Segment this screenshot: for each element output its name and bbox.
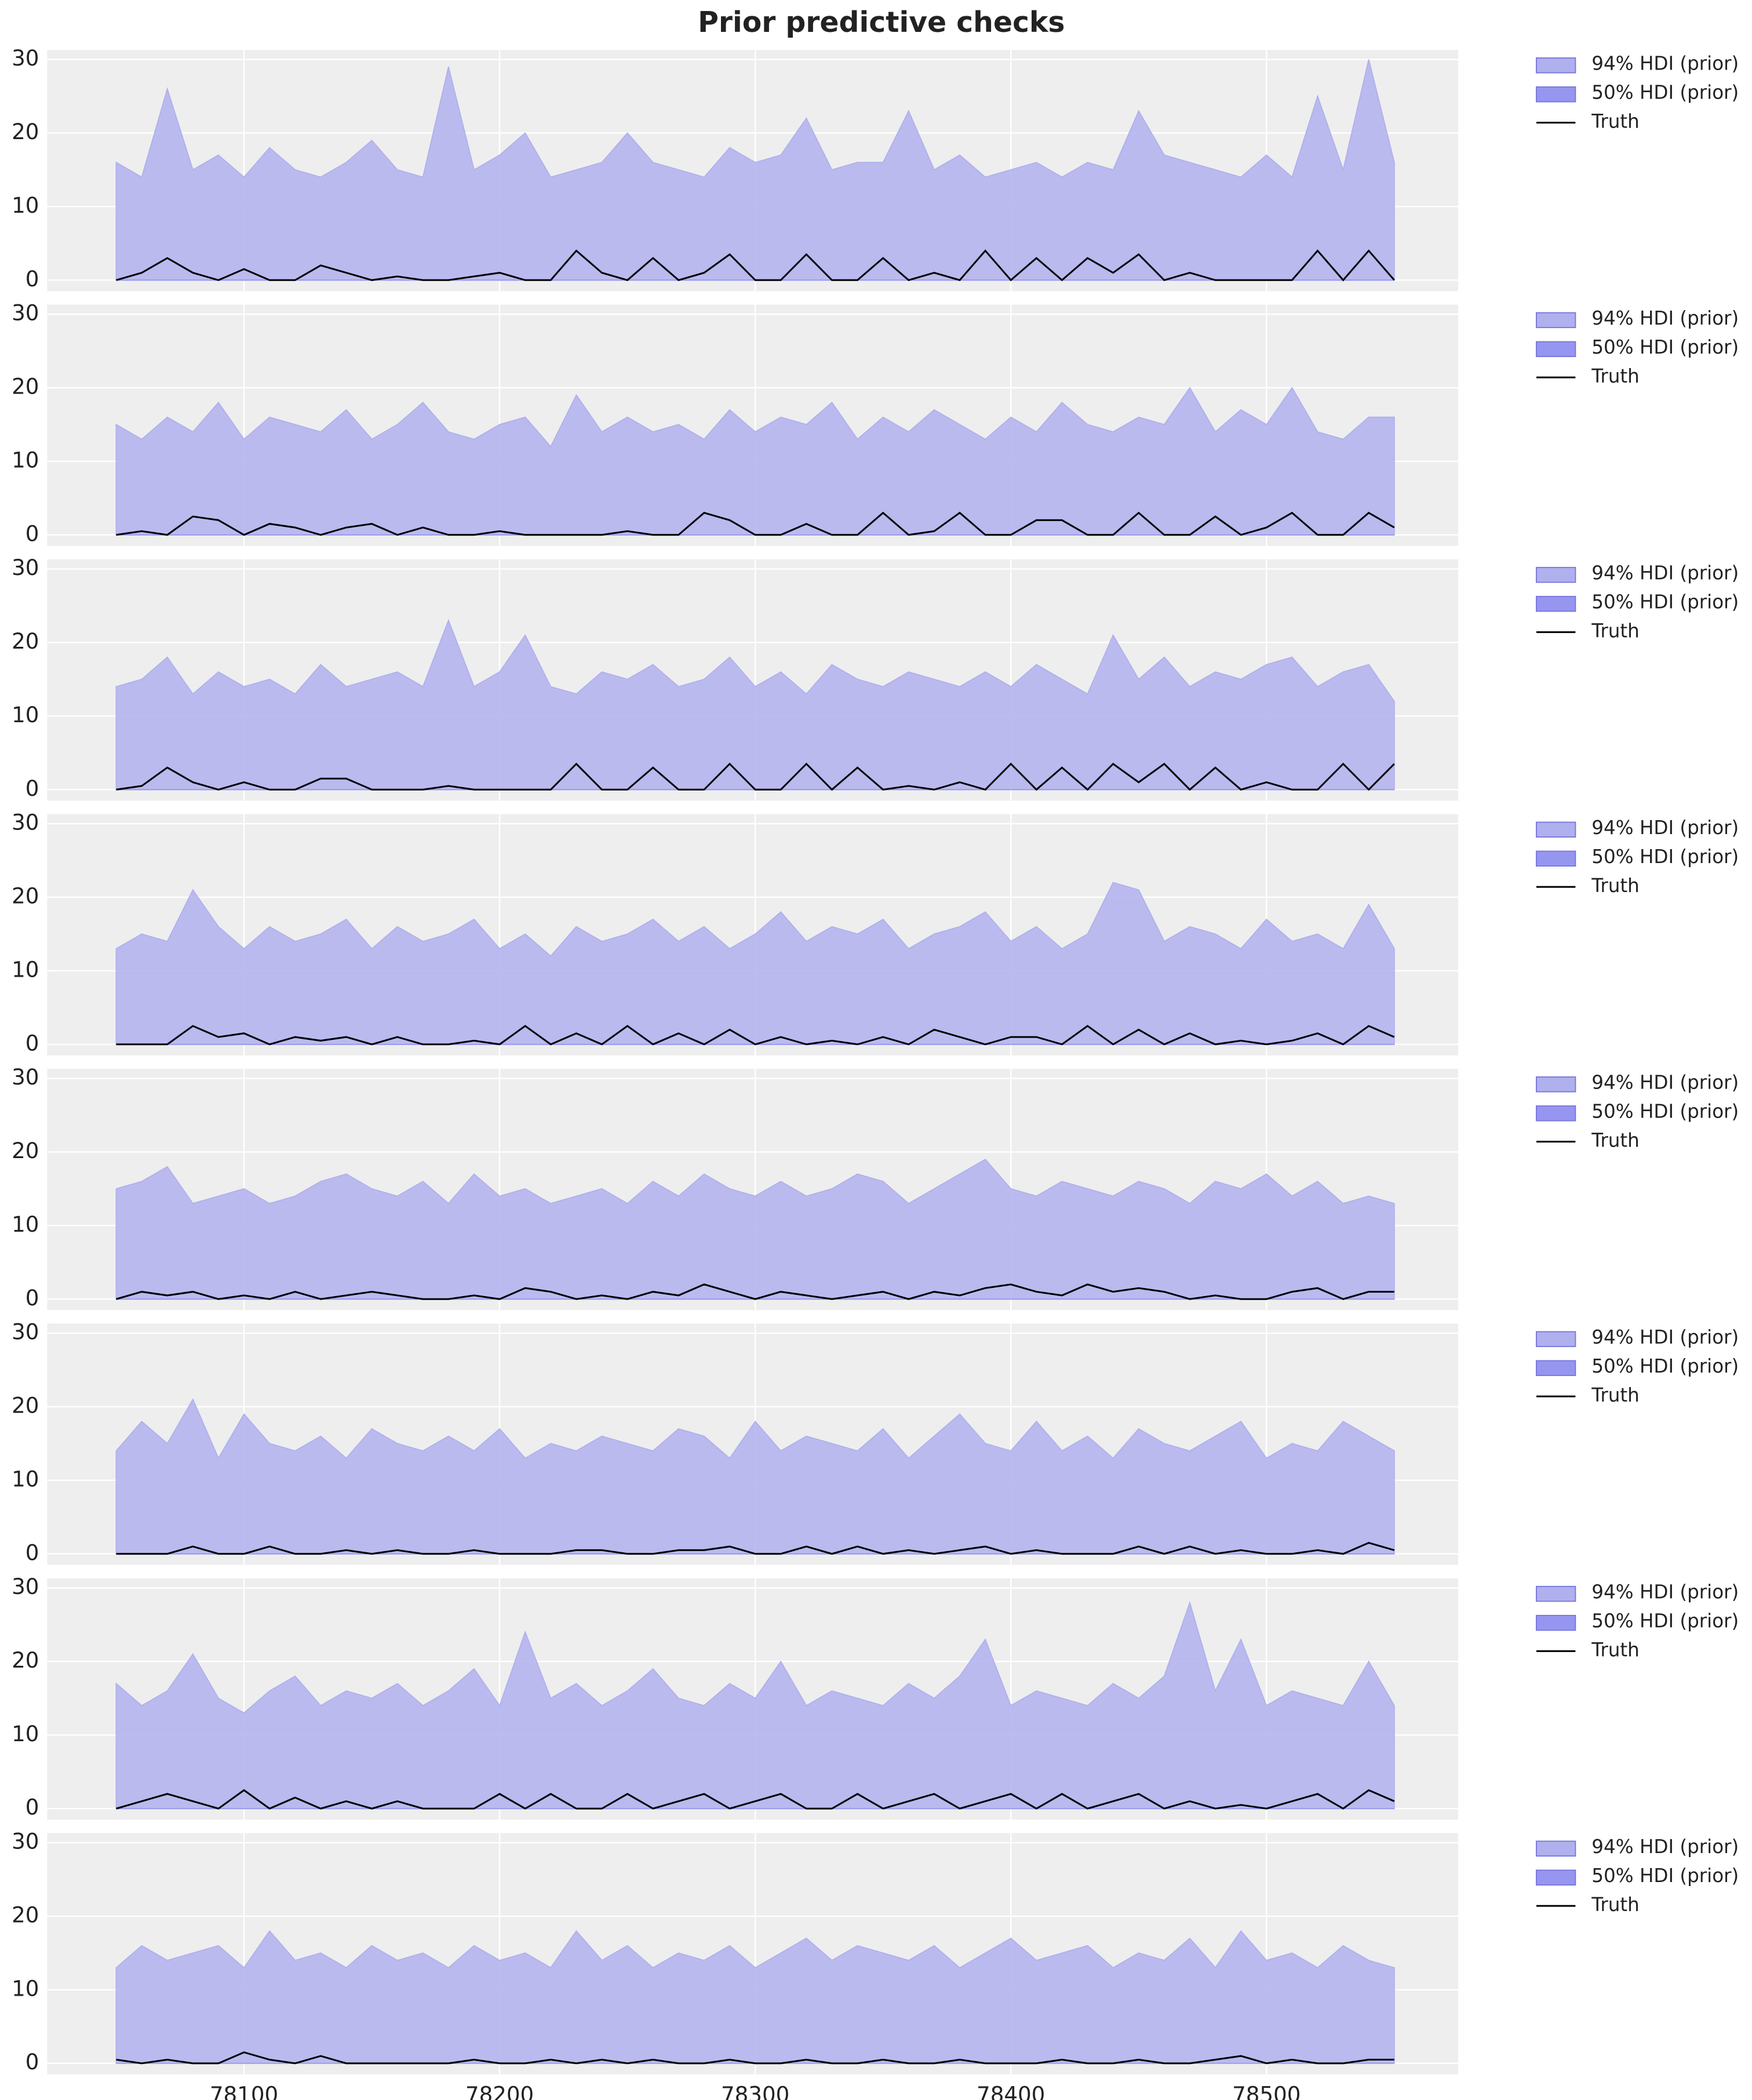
y-tick-label: 10 (12, 956, 39, 982)
legend-label: 50% HDI (prior) (1591, 1865, 1739, 1887)
legend-swatch (1536, 1360, 1576, 1377)
legend-swatch (1536, 57, 1576, 74)
legend-label: 50% HDI (prior) (1591, 336, 1739, 358)
x-tick-label: 78100 (210, 2081, 278, 2100)
legend-label: Truth (1591, 1384, 1640, 1406)
y-tick-label: 10 (12, 1466, 39, 1491)
legend-label: 50% HDI (prior) (1591, 846, 1739, 868)
y-tick-label: 30 (12, 1319, 39, 1345)
legend-swatch (1536, 1076, 1576, 1093)
x-tick-label: 78500 (1232, 2081, 1301, 2100)
legend-label: 94% HDI (prior) (1591, 817, 1739, 839)
y-tick-label: 10 (12, 447, 39, 472)
legend-swatch (1536, 1105, 1576, 1122)
y-tick-label: 30 (12, 1829, 39, 1854)
legend-label: Truth (1591, 1639, 1640, 1661)
y-tick-label: 0 (26, 1795, 39, 1820)
legend-label: 50% HDI (prior) (1591, 1101, 1739, 1123)
legend-swatch (1536, 596, 1576, 612)
y-tick-label: 10 (12, 1211, 39, 1237)
y-tick-label: 30 (12, 555, 39, 580)
legend-label: Truth (1591, 875, 1640, 897)
y-tick-label: 20 (12, 119, 39, 144)
y-tick-label: 20 (12, 883, 39, 908)
legend-swatch (1536, 1840, 1576, 1857)
y-tick-label: 30 (12, 300, 39, 326)
x-tick-label: 78200 (465, 2081, 534, 2100)
y-tick-label: 0 (26, 776, 39, 801)
y-tick-label: 20 (12, 373, 39, 399)
truth-line (116, 249, 1395, 282)
legend-swatch (1536, 850, 1576, 867)
y-tick-label: 30 (12, 1064, 39, 1090)
legend-label: 94% HDI (prior) (1591, 1326, 1739, 1348)
legend-swatch (1536, 1615, 1576, 1631)
legend-swatch (1536, 567, 1576, 583)
truth-line (116, 1025, 1395, 1046)
y-tick-label: 20 (12, 1138, 39, 1163)
legend-label: 50% HDI (prior) (1591, 82, 1739, 104)
y-tick-label: 30 (12, 1574, 39, 1599)
legend-label: Truth (1591, 365, 1640, 387)
y-tick-label: 0 (26, 1539, 39, 1565)
y-tick-label: 0 (26, 2049, 39, 2074)
y-tick-label: 20 (12, 1902, 39, 1927)
y-tick-label: 10 (12, 1721, 39, 1746)
x-tick-label: 78300 (721, 2081, 789, 2100)
truth-line (116, 1542, 1395, 1555)
legend-label: 94% HDI (prior) (1591, 562, 1739, 584)
legend-swatch (1536, 341, 1576, 358)
legend-label: Truth (1591, 620, 1640, 642)
legend-swatch (1536, 1586, 1576, 1602)
y-tick-label: 20 (12, 1392, 39, 1418)
legend-label: 50% HDI (prior) (1591, 1610, 1739, 1632)
legend-label: Truth (1591, 111, 1640, 133)
x-tick-label: 78400 (977, 2081, 1045, 2100)
legend-swatch (1536, 1331, 1576, 1348)
truth-line (116, 1789, 1395, 1810)
y-tick-label: 0 (26, 1285, 39, 1311)
y-tick-label: 20 (12, 1647, 39, 1673)
legend-swatch (1536, 1869, 1576, 1886)
chart-title: Prior predictive checks (698, 6, 1065, 39)
y-tick-label: 10 (12, 192, 39, 218)
y-tick-label: 0 (26, 266, 39, 292)
legend-label: 94% HDI (prior) (1591, 307, 1739, 329)
truth-line (116, 762, 1395, 791)
legend-label: Truth (1591, 1130, 1640, 1152)
y-tick-label: 0 (26, 521, 39, 546)
legend-label: Truth (1591, 1894, 1640, 1916)
legend-swatch (1536, 312, 1576, 329)
y-tick-label: 30 (12, 810, 39, 835)
legend-label: 50% HDI (prior) (1591, 591, 1739, 613)
legend-label: 94% HDI (prior) (1591, 1836, 1739, 1858)
truth-line (116, 511, 1395, 536)
y-tick-label: 10 (12, 702, 39, 727)
legend-swatch (1536, 86, 1576, 103)
legend-label: 94% HDI (prior) (1591, 53, 1739, 75)
truth-line (116, 1283, 1394, 1300)
legend-label: 94% HDI (prior) (1591, 1581, 1739, 1603)
legend-label: 50% HDI (prior) (1591, 1355, 1739, 1377)
y-tick-label: 10 (12, 1975, 39, 2001)
y-tick-label: 30 (12, 45, 39, 71)
truth-line (116, 2051, 1394, 2065)
y-tick-label: 0 (26, 1030, 39, 1056)
legend-swatch (1536, 821, 1576, 838)
y-tick-label: 20 (12, 628, 39, 654)
legend-label: 94% HDI (prior) (1591, 1072, 1739, 1094)
